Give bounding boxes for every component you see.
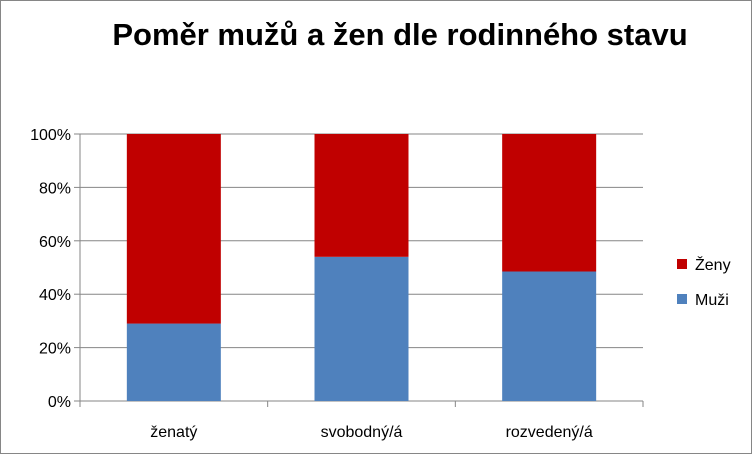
legend-swatch <box>677 294 687 304</box>
bar-ženy <box>314 134 409 257</box>
y-tick-label: 60% <box>39 234 71 251</box>
bar-ženy <box>502 134 597 272</box>
legend-swatch <box>677 259 687 269</box>
legend-label: Muži <box>695 292 729 309</box>
bar-muži <box>502 271 597 401</box>
x-tick-label: ženatý <box>150 424 197 441</box>
x-tick-label: rozvedený/á <box>506 424 593 441</box>
bar-muži <box>126 323 221 401</box>
y-tick-label: 40% <box>39 287 71 304</box>
y-tick-label: 20% <box>39 341 71 358</box>
y-tick-label: 80% <box>39 180 71 197</box>
chart-title: Poměr mužů a žen dle rodinného stavu <box>112 17 688 52</box>
bar-muži <box>314 256 409 401</box>
y-tick-label: 0% <box>48 394 71 411</box>
y-tick-label: 100% <box>30 127 71 144</box>
x-tick-label: svobodný/á <box>321 424 403 441</box>
legend-label: Ženy <box>695 255 731 274</box>
bar-ženy <box>126 134 221 324</box>
